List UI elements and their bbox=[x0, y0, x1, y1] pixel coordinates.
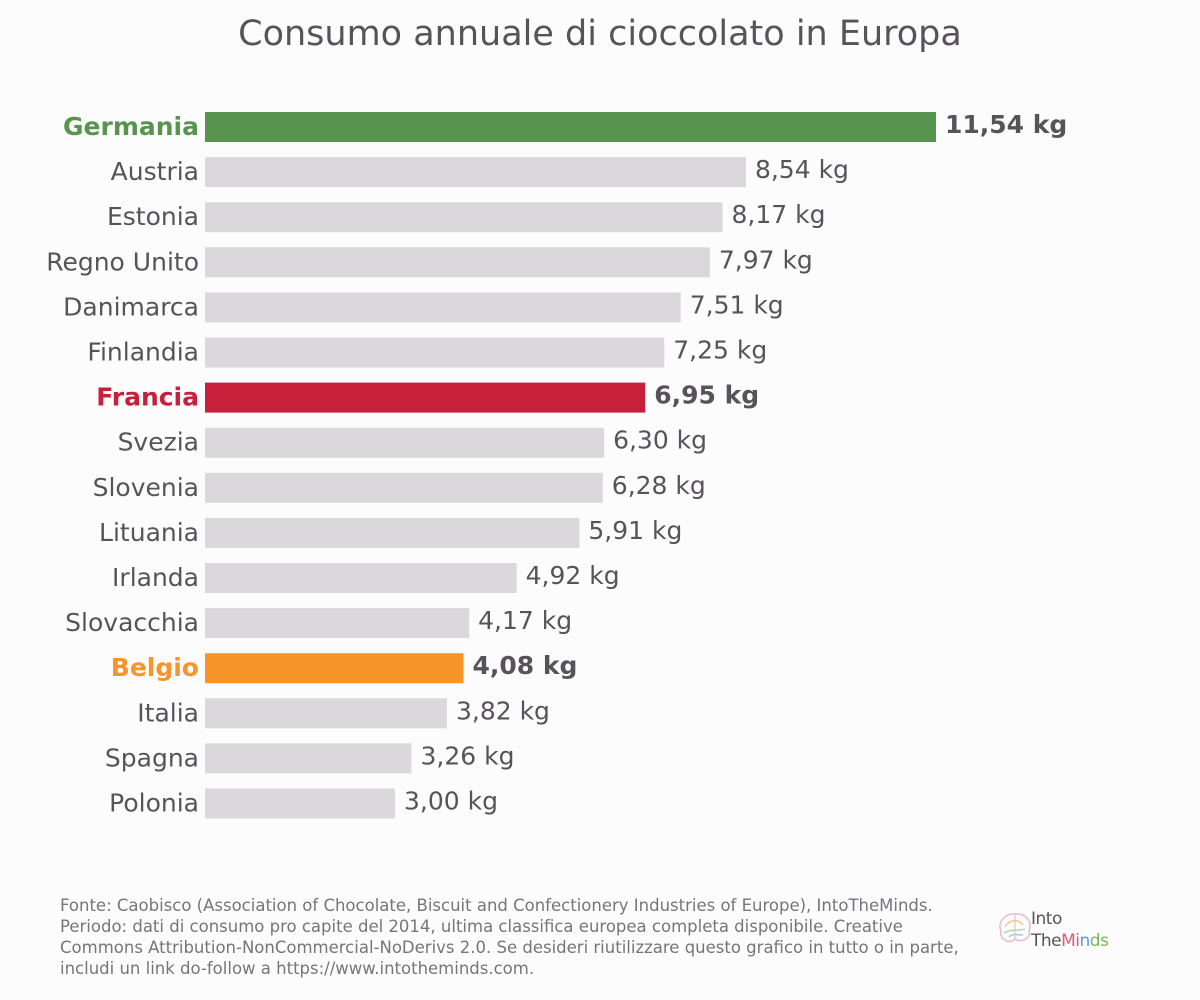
bar-francia bbox=[205, 382, 646, 413]
category-label-belgio: Belgio bbox=[111, 653, 199, 682]
category-label-slovenia: Slovenia bbox=[93, 473, 199, 502]
logo-text-line2: TheMinds bbox=[1031, 931, 1109, 951]
value-label-estonia: 8,17 kg bbox=[732, 200, 826, 229]
category-label-finlandia: Finlandia bbox=[87, 338, 199, 367]
value-label-spagna: 3,26 kg bbox=[421, 741, 515, 770]
brain-logo-icon bbox=[999, 913, 1031, 943]
value-label-lituania: 5,91 kg bbox=[588, 516, 682, 545]
value-label-austria: 8,54 kg bbox=[755, 155, 849, 184]
category-label-austria: Austria bbox=[111, 157, 199, 186]
value-label-regno-unito: 7,97 kg bbox=[719, 245, 813, 274]
category-label-estonia: Estonia bbox=[107, 202, 199, 231]
logo-text-ds: ds bbox=[1089, 931, 1109, 951]
value-label-svezia: 6,30 kg bbox=[613, 426, 707, 455]
value-label-francia: 6,95 kg bbox=[654, 381, 759, 410]
category-label-germania: Germania bbox=[63, 112, 199, 141]
bar-irlanda bbox=[205, 563, 517, 593]
bar-italia bbox=[205, 698, 447, 729]
value-label-italia: 3,82 kg bbox=[456, 696, 550, 725]
bar-belgio bbox=[205, 653, 464, 684]
source-note: Fonte: Caobisco (Association of Chocolat… bbox=[60, 896, 959, 978]
category-label-italia: Italia bbox=[137, 698, 199, 727]
value-label-irlanda: 4,92 kg bbox=[526, 561, 620, 590]
bar-svezia bbox=[205, 427, 605, 458]
bar-slovacchia bbox=[205, 608, 470, 639]
bar-austria bbox=[205, 157, 746, 188]
bar-germania bbox=[205, 112, 936, 142]
value-label-polonia: 3,00 kg bbox=[404, 787, 498, 816]
bar-estonia bbox=[205, 202, 723, 233]
category-label-francia: Francia bbox=[96, 383, 199, 412]
chart-title: Consumo annuale di cioccolato in Europa bbox=[238, 14, 962, 54]
logo-text-line1: Into bbox=[1031, 909, 1062, 929]
value-label-finlandia: 7,25 kg bbox=[673, 336, 767, 365]
bar-polonia bbox=[205, 788, 396, 819]
bar-danimarca bbox=[205, 292, 681, 323]
category-label-polonia: Polonia bbox=[109, 789, 199, 818]
category-label-spagna: Spagna bbox=[105, 743, 199, 772]
category-label-danimarca: Danimarca bbox=[63, 292, 199, 321]
logo-text-the: The bbox=[1031, 931, 1062, 951]
bar-lituania bbox=[205, 517, 580, 548]
intotheminds-logo: Into TheMinds bbox=[995, 905, 1135, 965]
logo-text-n: n bbox=[1079, 931, 1091, 951]
category-label-slovacchia: Slovacchia bbox=[65, 608, 199, 637]
category-label-irlanda: Irlanda bbox=[112, 563, 199, 592]
value-label-germania: 11,54 kg bbox=[945, 110, 1067, 139]
bar-slovenia bbox=[205, 472, 603, 503]
category-label-regno-unito: Regno Unito bbox=[46, 247, 199, 276]
category-label-lituania: Lituania bbox=[99, 518, 199, 547]
bar-finlandia bbox=[205, 337, 665, 368]
value-label-danimarca: 7,51 kg bbox=[690, 290, 784, 319]
value-label-slovenia: 6,28 kg bbox=[612, 471, 706, 500]
value-label-slovacchia: 4,17 kg bbox=[478, 606, 572, 635]
category-label-svezia: Svezia bbox=[118, 428, 199, 457]
value-label-belgio: 4,08 kg bbox=[472, 651, 577, 680]
logo-text-mi: Mi bbox=[1061, 931, 1080, 951]
bar-regno-unito bbox=[205, 247, 710, 278]
bar-spagna bbox=[205, 743, 412, 774]
bar-chart: Germania 11,54 kg Austria 8,54 kg Estonia 8,1… bbox=[46, 110, 1067, 819]
